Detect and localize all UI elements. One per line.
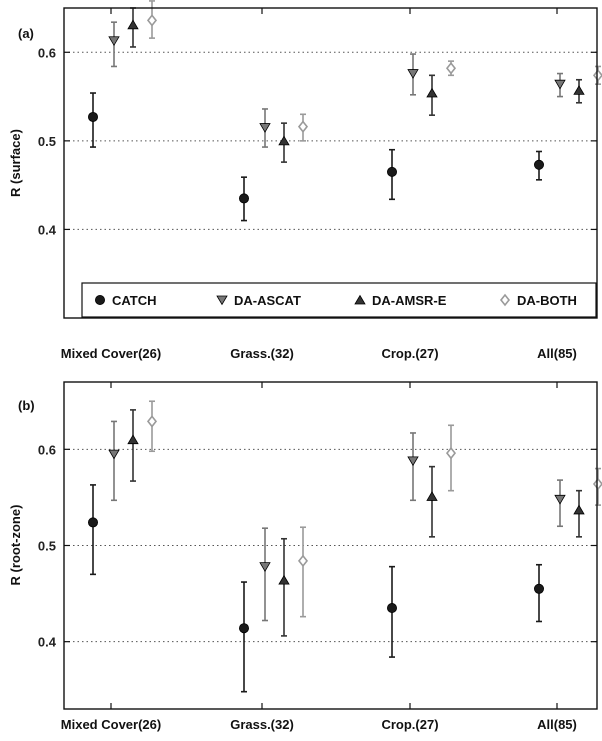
plot-frame	[63, 381, 598, 710]
data-point	[592, 477, 602, 491]
y-tick-label: 0.6	[38, 45, 56, 60]
error-bar	[262, 527, 268, 622]
data-point	[88, 111, 99, 122]
x-tick-label: Crop.(27)	[381, 346, 438, 361]
data-point	[108, 36, 120, 47]
legend-entry-label: DA-AMSR-E	[372, 293, 447, 308]
data-point	[534, 583, 545, 594]
data-point	[445, 446, 457, 460]
data-point	[573, 504, 585, 515]
x-tick-label: Crop.(27)	[381, 717, 438, 732]
data-point	[238, 623, 249, 634]
error-bar	[300, 526, 306, 618]
legend-entry-label: CATCH	[112, 293, 157, 308]
x-tick-label: Grass.(32)	[230, 717, 294, 732]
y-tick-label: 0.4	[38, 635, 57, 650]
plot-frame	[63, 7, 598, 319]
error-bar	[111, 420, 117, 502]
legend-marker	[216, 295, 228, 306]
x-tick-label: Mixed Cover(26)	[61, 717, 161, 732]
data-point	[146, 14, 158, 27]
data-point	[127, 434, 139, 445]
legend-entry-label: DA-BOTH	[517, 293, 577, 308]
legend-marker	[354, 294, 366, 305]
legend-marker	[95, 294, 106, 305]
data-point	[426, 491, 438, 501]
panel-b: 0.4 0.5 0.6 Mixed Cover(26) Grass.(32) Crop.(…	[8, 381, 602, 732]
y-axis-label: R (surface)	[8, 129, 23, 197]
data-point	[259, 562, 271, 572]
data-point	[445, 61, 457, 75]
data-point	[592, 69, 602, 82]
error-bar	[130, 409, 136, 482]
data-point	[573, 85, 585, 95]
error-bar	[429, 465, 435, 538]
data-point	[146, 415, 158, 428]
legend-entry-label: DA-ASCAT	[234, 293, 301, 308]
y-tick-label: 0.5	[38, 539, 56, 554]
data-point	[407, 69, 419, 79]
legend: CATCH DA-ASCAT DA-AMSR-E DA-BOTH	[81, 282, 597, 318]
data-point	[534, 159, 545, 170]
data-point	[554, 79, 566, 90]
error-bar	[90, 484, 96, 576]
data-point	[297, 554, 309, 568]
legend-marker	[499, 293, 511, 307]
x-tick-label: Mixed Cover(26)	[61, 346, 161, 361]
data-point	[386, 166, 397, 177]
data-point	[259, 123, 271, 133]
panel-label: (a)	[18, 26, 34, 41]
data-point	[426, 87, 438, 98]
y-tick-label: 0.5	[38, 134, 56, 149]
panel-a: 0.4 0.5 0.6 Mixed Cover(26) Grass.(32) Crop.(…	[8, 0, 602, 361]
data-point	[238, 193, 249, 204]
data-point	[554, 494, 566, 505]
data-point	[278, 135, 290, 146]
x-tick-label: All(85)	[537, 717, 577, 732]
data-point	[88, 517, 99, 528]
error-bar	[410, 432, 416, 502]
y-axis-label: R (root-zone)	[8, 505, 23, 586]
data-point	[297, 120, 309, 133]
data-point	[108, 449, 120, 460]
x-tick-label: Grass.(32)	[230, 346, 294, 361]
error-bar	[241, 581, 247, 693]
data-point	[386, 603, 397, 614]
panel-label: (b)	[18, 398, 35, 413]
y-tick-label: 0.4	[38, 222, 57, 237]
data-point	[407, 456, 419, 467]
legend-box	[81, 282, 597, 318]
y-tick-label: 0.6	[38, 442, 56, 457]
x-tick-label: All(85)	[537, 346, 577, 361]
error-bar	[281, 537, 287, 637]
data-point	[278, 574, 290, 585]
data-point	[127, 19, 139, 30]
